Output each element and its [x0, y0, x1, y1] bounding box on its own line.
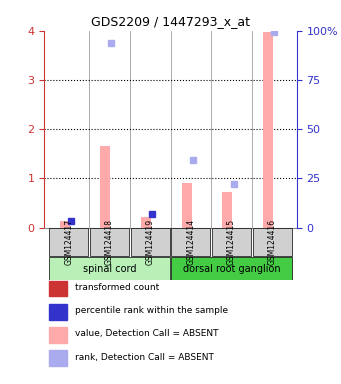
Bar	[182, 183, 192, 228]
FancyBboxPatch shape	[49, 257, 170, 280]
Text: GSM124415: GSM124415	[227, 219, 236, 265]
FancyBboxPatch shape	[49, 228, 88, 257]
Text: percentile rank within the sample: percentile rank within the sample	[75, 306, 228, 315]
Bar	[222, 192, 233, 228]
Title: GDS2209 / 1447293_x_at: GDS2209 / 1447293_x_at	[91, 15, 250, 28]
Text: GSM124414: GSM124414	[186, 219, 195, 265]
Bar	[49, 327, 67, 343]
FancyBboxPatch shape	[90, 228, 129, 257]
Text: GSM124417: GSM124417	[64, 219, 73, 265]
Text: dorsal root ganglion: dorsal root ganglion	[183, 263, 280, 273]
Bar	[49, 304, 67, 319]
Text: spinal cord: spinal cord	[83, 263, 136, 273]
Text: value, Detection Call = ABSENT: value, Detection Call = ABSENT	[75, 329, 218, 338]
Bar	[141, 217, 151, 228]
FancyBboxPatch shape	[171, 257, 292, 280]
Bar	[49, 350, 67, 366]
FancyBboxPatch shape	[212, 228, 251, 257]
Bar	[60, 221, 70, 228]
Text: GSM124419: GSM124419	[146, 219, 155, 265]
FancyBboxPatch shape	[253, 228, 292, 257]
Text: rank, Detection Call = ABSENT: rank, Detection Call = ABSENT	[75, 353, 213, 362]
Bar	[100, 146, 110, 228]
Text: GSM124418: GSM124418	[105, 219, 114, 265]
FancyBboxPatch shape	[131, 228, 170, 257]
Text: transformed count: transformed count	[75, 283, 159, 292]
Bar	[49, 281, 67, 296]
Text: GSM124416: GSM124416	[268, 219, 277, 265]
FancyBboxPatch shape	[171, 228, 210, 257]
Bar	[263, 32, 273, 228]
